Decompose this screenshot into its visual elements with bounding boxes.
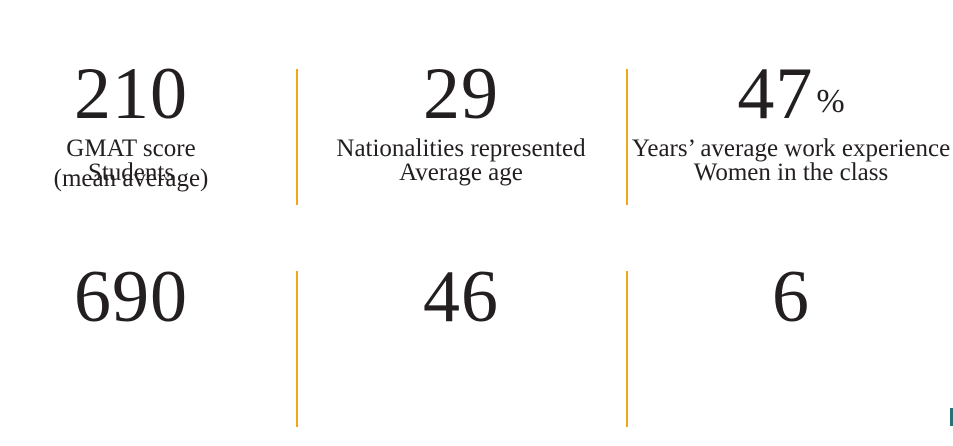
stat-value: 46 bbox=[296, 260, 626, 334]
stat-value: 210 bbox=[0, 57, 296, 131]
stat-label-line1: GMAT score bbox=[66, 135, 196, 162]
stat-label: Students bbox=[0, 158, 316, 188]
stat-value: 29 bbox=[296, 57, 626, 131]
stat-label-line2: (mean average) bbox=[53, 165, 209, 192]
stat-value: 690 bbox=[0, 260, 296, 334]
stat-label: Years’ average work experience bbox=[606, 134, 953, 164]
stat-number: 690 bbox=[74, 256, 188, 338]
stat-label: GMAT score (mean average) bbox=[0, 134, 316, 194]
stat-label-line1: Years’ average work experience bbox=[631, 135, 951, 162]
stat-number: 29 bbox=[423, 53, 499, 135]
stat-label-line1: Average age bbox=[399, 159, 523, 186]
stat-label-line1: Nationalities represented bbox=[336, 135, 586, 162]
column-divider-top-right bbox=[626, 69, 628, 205]
stat-number: 46 bbox=[423, 256, 499, 338]
stat-cell-women-in-class: 47% Women in the class bbox=[626, 0, 953, 223]
stat-suffix-percent: % bbox=[816, 83, 845, 120]
stat-number: 47 bbox=[737, 53, 814, 135]
stat-label: Nationalities represented bbox=[276, 134, 646, 164]
stat-cell-nationalities: 46 Nationalities represented bbox=[296, 135, 626, 446]
stat-cell-gmat-score: 690 GMAT score (mean average) bbox=[0, 135, 296, 446]
stat-value: 6 bbox=[626, 260, 953, 334]
stat-label-line1: Women in the class bbox=[693, 159, 889, 186]
stat-cell-work-experience: 6 Years’ average work experience bbox=[626, 135, 953, 446]
stat-number: 6 bbox=[772, 256, 810, 338]
stat-number: 210 bbox=[74, 53, 188, 135]
stat-cell-students: 210 Students bbox=[0, 0, 296, 223]
stat-label: Women in the class bbox=[606, 158, 953, 188]
stat-cell-average-age: 29 Average age bbox=[296, 0, 626, 223]
column-divider-bottom-left bbox=[296, 271, 298, 427]
stat-label: Average age bbox=[276, 158, 646, 188]
right-edge-artifact bbox=[950, 408, 953, 426]
stat-label-line1: Students bbox=[87, 159, 175, 186]
column-divider-bottom-right bbox=[626, 271, 628, 427]
column-divider-top-left bbox=[296, 69, 298, 205]
stat-value: 47% bbox=[626, 57, 953, 131]
